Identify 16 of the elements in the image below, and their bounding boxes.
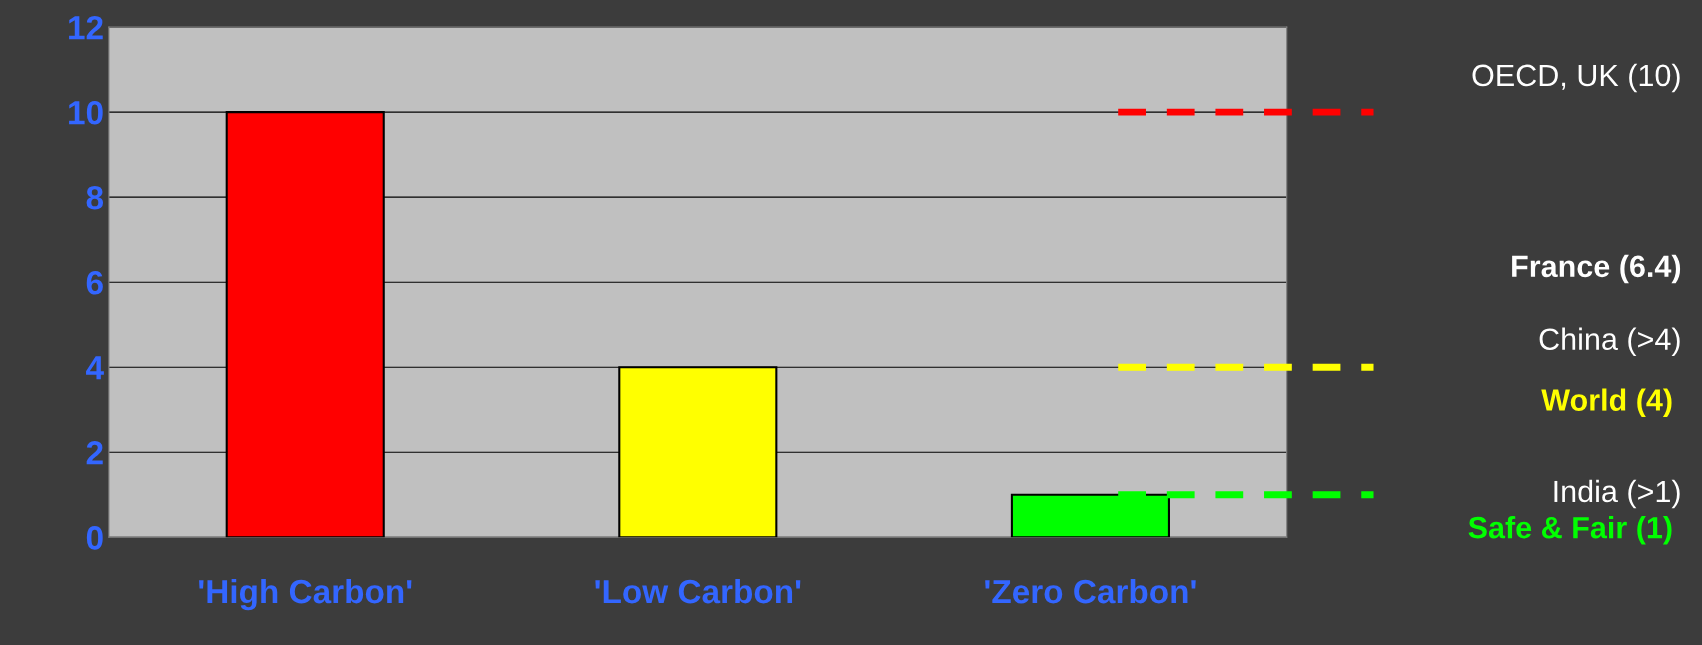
y-tick-label: 8 [86, 185, 104, 210]
text: India (>1) [1554, 479, 1680, 509]
y-tick-label: 10 [69, 100, 103, 125]
y-tick-label: 4 [86, 356, 104, 380]
y-tick-label: 2 [86, 441, 103, 465]
y-tick-label: 12 [69, 15, 103, 40]
ref-line-label: Safe & Fair (1) [1468, 516, 1672, 545]
x-tick-label: 'Zero Carbon' [985, 578, 1196, 604]
text: OECD, UK (10) [1472, 63, 1680, 93]
y-tick-label: 6 [86, 270, 103, 295]
ref-line-label: World (4) [1541, 388, 1672, 417]
y-tick-label: 0 [86, 526, 103, 550]
text: France (6.4) [1512, 254, 1681, 284]
x-tick-label: 'High Carbon' [199, 578, 412, 611]
x-tick-label: 'Low Carbon' [595, 578, 801, 604]
text: China (>4) [1539, 327, 1680, 357]
